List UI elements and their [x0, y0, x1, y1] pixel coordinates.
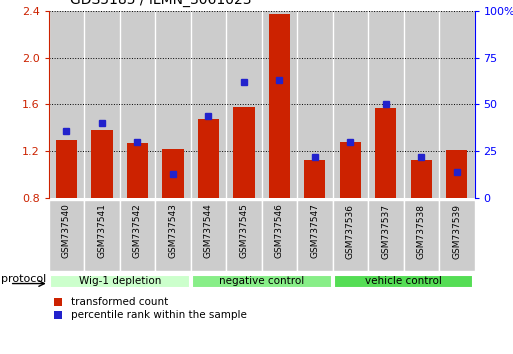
Bar [233, 107, 254, 198]
FancyBboxPatch shape [50, 275, 190, 288]
Bar [446, 150, 467, 198]
Bar [439, 11, 475, 198]
FancyBboxPatch shape [49, 200, 84, 271]
Text: GSM737542: GSM737542 [133, 204, 142, 258]
Bar [191, 11, 226, 198]
Bar [304, 160, 325, 198]
Bar [226, 11, 262, 198]
Text: vehicle control: vehicle control [365, 276, 442, 286]
Bar [269, 14, 290, 198]
Text: GSM737536: GSM737536 [346, 204, 355, 258]
Bar [375, 108, 397, 198]
Bar [297, 11, 332, 198]
Bar [368, 11, 404, 198]
Text: Wig-1 depletion: Wig-1 depletion [78, 276, 161, 286]
FancyBboxPatch shape [297, 200, 332, 271]
Bar [340, 142, 361, 198]
FancyBboxPatch shape [155, 200, 191, 271]
Text: GSM737543: GSM737543 [168, 204, 177, 258]
Text: GSM737538: GSM737538 [417, 204, 426, 258]
Legend: transformed count, percentile rank within the sample: transformed count, percentile rank withi… [54, 297, 246, 320]
FancyBboxPatch shape [84, 200, 120, 271]
Text: negative control: negative control [219, 276, 304, 286]
FancyBboxPatch shape [332, 200, 368, 271]
Text: GSM737546: GSM737546 [275, 204, 284, 258]
Bar [162, 149, 184, 198]
Text: GSM737547: GSM737547 [310, 204, 320, 258]
FancyBboxPatch shape [439, 200, 475, 271]
Bar [198, 119, 219, 198]
FancyBboxPatch shape [333, 275, 473, 288]
FancyBboxPatch shape [120, 200, 155, 271]
Bar [84, 11, 120, 198]
FancyBboxPatch shape [404, 200, 439, 271]
Bar [410, 160, 432, 198]
FancyBboxPatch shape [368, 200, 404, 271]
Bar [56, 139, 77, 198]
FancyBboxPatch shape [192, 275, 331, 288]
Bar [91, 130, 112, 198]
Text: GSM737544: GSM737544 [204, 204, 213, 258]
Bar [127, 143, 148, 198]
FancyBboxPatch shape [262, 200, 297, 271]
Bar [332, 11, 368, 198]
Text: GSM737545: GSM737545 [240, 204, 248, 258]
FancyBboxPatch shape [226, 200, 262, 271]
Text: GSM737540: GSM737540 [62, 204, 71, 258]
FancyBboxPatch shape [191, 200, 226, 271]
Bar [49, 11, 84, 198]
Bar [404, 11, 439, 198]
Bar [155, 11, 191, 198]
Text: GSM737539: GSM737539 [452, 204, 461, 258]
Bar [262, 11, 297, 198]
Text: GSM737537: GSM737537 [381, 204, 390, 258]
Text: GDS5185 / ILMN_3061023: GDS5185 / ILMN_3061023 [70, 0, 251, 7]
Text: GSM737541: GSM737541 [97, 204, 107, 258]
Bar [120, 11, 155, 198]
Text: protocol: protocol [1, 274, 46, 284]
